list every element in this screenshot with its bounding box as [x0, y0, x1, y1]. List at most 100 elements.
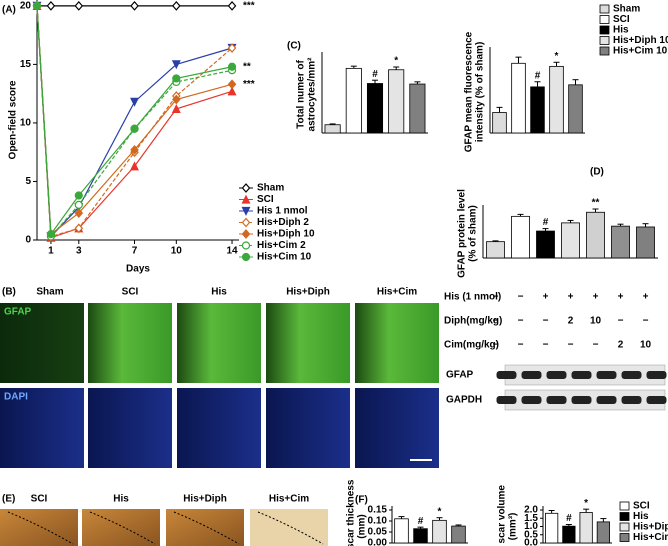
y-tick-label: 15	[20, 59, 32, 70]
panel-label: (A)	[2, 5, 16, 16]
y-tick-label: 0.10	[368, 516, 388, 527]
bar	[394, 518, 409, 544]
y-tick-label: 2.0	[524, 505, 538, 516]
scar-outline	[89, 511, 156, 545]
table-cell: −	[493, 292, 499, 303]
table-cell: −	[593, 340, 599, 351]
bar	[413, 528, 428, 544]
legend-swatch	[619, 512, 630, 521]
table-cell: +	[568, 292, 574, 303]
gfap-image	[355, 303, 439, 383]
point	[227, 79, 237, 90]
gfap-image	[88, 303, 172, 383]
column-label: His+Diph	[183, 494, 227, 505]
series-line	[36, 5, 233, 239]
blot-band	[571, 371, 592, 379]
table-cell: 2	[618, 340, 624, 351]
table-row-label: Diph(mg/kg)	[444, 316, 502, 327]
y-tick-label: 0.15	[368, 505, 388, 516]
legend-marker	[241, 194, 251, 204]
point	[227, 43, 237, 53]
bar	[579, 512, 593, 544]
column-label: His	[113, 494, 129, 505]
y-axis-label: (mm)	[357, 514, 368, 538]
legend-label: SCI	[613, 14, 630, 25]
table-cell: 10	[640, 340, 652, 351]
table-cell: −	[493, 340, 499, 351]
column-label: SCI	[31, 494, 48, 505]
table-cell: −	[518, 292, 524, 303]
blot-band	[496, 396, 517, 404]
significance: #	[418, 516, 424, 527]
legend-label: His	[633, 511, 649, 522]
column-label: Sham	[36, 287, 63, 298]
y-axis-label: (mm³)	[508, 513, 519, 541]
legend-swatch	[619, 533, 630, 542]
blot-label: GAPDH	[446, 395, 482, 406]
blot-band	[521, 396, 542, 404]
significance: **	[592, 198, 600, 209]
blot-label: GFAP	[446, 370, 474, 381]
y-axis-label: Glial scar volume	[497, 485, 508, 546]
legend-marker	[241, 206, 251, 216]
panel-label: (B)	[2, 287, 16, 298]
point	[130, 0, 139, 11]
blot-band	[596, 396, 617, 404]
legend-label: Sham	[257, 183, 284, 194]
dapi-image	[355, 388, 439, 468]
blot-band	[646, 396, 667, 404]
table-row-label: His (1 nmol)	[444, 292, 501, 303]
table-cell: −	[643, 316, 649, 327]
y-tick-label: 0.05	[368, 527, 388, 538]
point	[172, 0, 181, 11]
dapi-image	[177, 388, 261, 468]
dab-image	[0, 509, 78, 546]
legend-label: His+Diph 10	[257, 229, 315, 240]
y-axis-label: GFAP mean fluorescence	[464, 31, 475, 152]
blot-band	[546, 396, 567, 404]
table-cell: −	[618, 316, 624, 327]
legend-label: His+Cim 10	[257, 252, 312, 263]
bar	[366, 83, 384, 134]
bar	[388, 69, 405, 134]
y-axis-label: (% of sham)	[468, 205, 479, 262]
table-cell: −	[543, 316, 549, 327]
point	[171, 104, 181, 113]
blot-band	[621, 371, 642, 379]
point	[130, 97, 139, 107]
bar	[486, 241, 505, 259]
series-line	[36, 5, 233, 238]
y-tick-label: 5	[25, 176, 31, 187]
dab-image	[250, 509, 328, 546]
legend-swatch	[599, 15, 610, 24]
significance: *	[438, 506, 442, 517]
bar	[586, 211, 605, 259]
y-tick-label: 0.5	[524, 529, 538, 540]
legend-label: His+Diph 10	[633, 522, 668, 533]
point	[130, 144, 139, 155]
x-tick-label: 10	[171, 246, 183, 257]
series-line	[36, 5, 233, 236]
legend-label: Sham	[613, 4, 640, 15]
column-label: His+Cim	[377, 287, 417, 298]
point	[171, 60, 181, 70]
blot-band	[646, 371, 667, 379]
table-cell: +	[643, 292, 649, 303]
column-label: His	[211, 287, 227, 298]
legend-swatch	[599, 46, 610, 56]
table-row-label: Cim(mg/kg)	[444, 340, 499, 351]
significance: *	[394, 56, 398, 67]
y-axis-label: Total numer of	[296, 59, 307, 128]
legend-label: His 1 nmol	[257, 206, 308, 217]
legend-marker	[241, 241, 251, 250]
significance: #	[566, 513, 572, 524]
table-cell: −	[493, 316, 499, 327]
y-axis-label: GFAP protein level	[457, 189, 468, 278]
legend-label: SCI	[633, 501, 650, 512]
series-line	[36, 5, 233, 238]
point	[172, 74, 181, 83]
significance: *	[555, 51, 559, 62]
panel-label: (E)	[2, 494, 15, 505]
point	[227, 0, 237, 11]
